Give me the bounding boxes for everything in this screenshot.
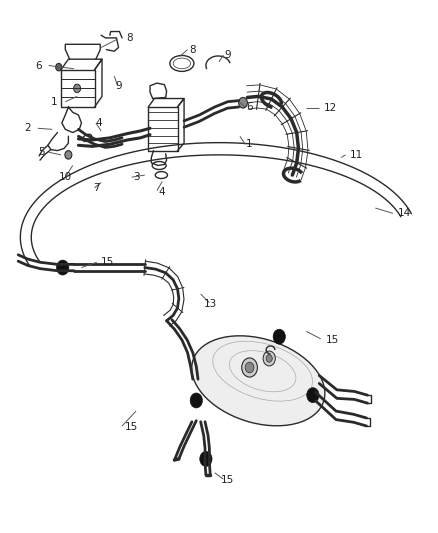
Text: 13: 13 [204, 298, 217, 309]
Text: 14: 14 [398, 208, 411, 219]
Circle shape [200, 451, 212, 466]
Circle shape [65, 151, 72, 159]
Text: 6: 6 [246, 102, 253, 112]
Ellipse shape [192, 336, 325, 426]
Text: 9: 9 [115, 81, 122, 91]
Text: 12: 12 [324, 103, 337, 113]
Text: 6: 6 [35, 61, 42, 70]
Circle shape [245, 362, 254, 373]
Circle shape [266, 355, 272, 362]
Text: 15: 15 [101, 257, 114, 267]
Text: 7: 7 [93, 183, 100, 193]
Text: 15: 15 [125, 422, 138, 432]
Circle shape [273, 329, 286, 344]
Text: 3: 3 [133, 172, 139, 182]
Text: 15: 15 [326, 335, 339, 345]
Text: 4: 4 [159, 187, 166, 197]
Text: 5: 5 [38, 147, 44, 157]
Circle shape [56, 63, 62, 71]
Text: 2: 2 [24, 123, 30, 133]
Circle shape [242, 358, 258, 377]
Circle shape [307, 387, 319, 402]
Text: 10: 10 [59, 172, 72, 182]
Text: 8: 8 [190, 45, 196, 54]
Circle shape [190, 393, 202, 408]
Circle shape [263, 351, 276, 366]
Text: 1: 1 [51, 96, 57, 107]
Text: 1: 1 [246, 139, 253, 149]
Circle shape [57, 260, 69, 275]
Text: 9: 9 [224, 50, 231, 60]
Text: 8: 8 [126, 33, 133, 43]
Text: 15: 15 [221, 475, 234, 485]
Circle shape [74, 84, 81, 93]
Text: 4: 4 [95, 118, 102, 128]
Text: 11: 11 [350, 150, 363, 160]
Circle shape [239, 98, 247, 108]
